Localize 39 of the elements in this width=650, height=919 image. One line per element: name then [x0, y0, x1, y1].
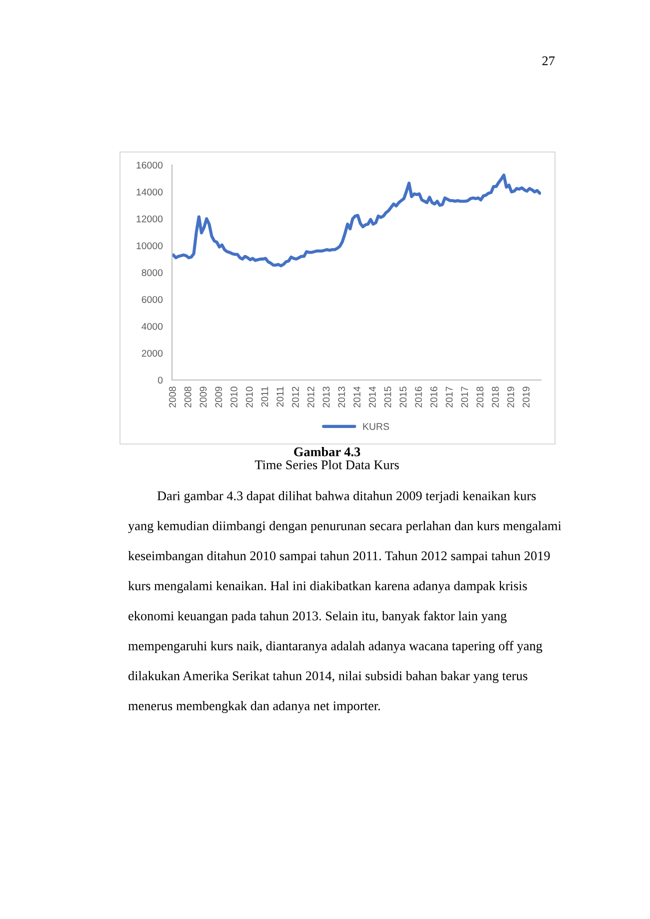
x-tick-label: 2014	[354, 386, 360, 408]
x-tick-label: 2013	[322, 386, 330, 408]
y-tick-label: 0	[158, 376, 163, 384]
legend-label: KURS	[363, 423, 390, 430]
x-tick-label: 2016	[430, 386, 438, 408]
x-tick-label: 2008	[184, 386, 192, 408]
y-tick-label: 16000	[136, 162, 163, 169]
y-tick-label: 14000	[136, 188, 163, 196]
x-tick-label: 2012	[307, 386, 314, 408]
x-tick-label: 2009	[215, 386, 222, 408]
x-tick-label: 2011	[261, 386, 268, 407]
y-tick-label: 10000	[136, 242, 163, 250]
x-tick-label: 2010	[246, 386, 253, 408]
y-tick-label: 8000	[142, 269, 163, 276]
y-tick-label: 12000	[136, 215, 163, 222]
x-tick-label: 2019	[522, 386, 530, 408]
line-series	[172, 174, 541, 268]
text: Dari gambar 4.3 dapat dilihat bahwa ditahun 2009 terjadi kenaikan kurs yang kemudian diimbangi dengan penurunan secara perlahan dan kurs mengalami keseimbangan ditahun 2010 sampai tahun 2011. Tahun 2012 sampai tahun 2019 kurs mengalami kenaikan. Hal ini diakibatkan karena adanya dampak krisis ekonomi keuangan pada tahun 2013. Selain itu, banyak faktor lain yang mempengaruhi kurs naik, diantaranya adalah adanya wacana tapering off yang dilakukan Amerika Serikat tahun 2014, nilai subsidi bahan bakar yang terus menerus membengkak dan adanya net importer.	[128, 491, 562, 713]
text: Time Series Plot Data Kurs	[254, 460, 399, 470]
x-tick-label: 2012	[292, 386, 299, 408]
x-tick-label: 2011	[276, 386, 284, 407]
x-tick-label: 2016	[415, 386, 422, 408]
x-tick-label: 2018	[492, 386, 499, 408]
x-tick-label: 2013	[338, 386, 346, 408]
x-tick-label: 2018	[476, 386, 484, 408]
x-tick-label: 2014	[368, 386, 376, 408]
x-tick-label: 2010	[230, 386, 238, 408]
x-tick-label: 2019	[507, 386, 514, 408]
x-tick-label: 2017	[446, 386, 453, 408]
text: 27	[542, 56, 555, 66]
x-tick-label: 2015	[384, 386, 392, 408]
y-tick-label: 2000	[142, 350, 163, 357]
y-tick-label: 4000	[142, 322, 163, 330]
x-tick-label: 2015	[400, 386, 407, 408]
text: Gambar 4.3	[294, 447, 360, 456]
y-tick-label: 6000	[142, 296, 163, 303]
x-tick-label: 2008	[169, 386, 176, 408]
x-tick-label: 2017	[461, 386, 468, 408]
x-tick-label: 2009	[200, 386, 207, 408]
